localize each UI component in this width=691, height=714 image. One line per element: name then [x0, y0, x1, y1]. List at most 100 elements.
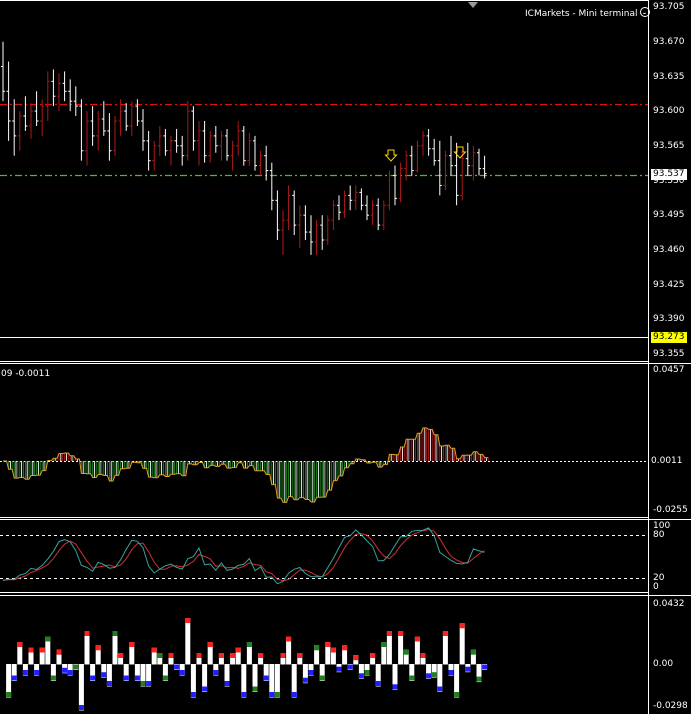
histogram-cap: [308, 670, 314, 675]
candle-bar: [34, 91, 39, 126]
candle-bar: [1, 41, 5, 102]
scroll-marker-icon[interactable]: [468, 2, 478, 8]
histogram-cap: [392, 684, 398, 690]
candle-bar: [398, 162, 403, 203]
candle-bar: [85, 111, 89, 166]
candle-bar: [213, 125, 218, 153]
histogram-cap: [34, 670, 40, 675]
candle-bar: [107, 113, 112, 161]
histogram-cap: [118, 653, 124, 658]
candle-bar: [57, 73, 61, 112]
price-label: 93.355: [653, 349, 685, 359]
candle-bar: [152, 140, 157, 171]
histogram-bar: [274, 664, 280, 698]
candle-bar: [29, 103, 33, 139]
histogram-bar: [291, 664, 297, 698]
candle-bar: [51, 69, 56, 107]
macd-header: 09 -0.0011: [1, 369, 51, 379]
histogram-cap: [442, 631, 448, 636]
candle-bar: [297, 205, 302, 248]
histogram-cap: [90, 675, 96, 681]
histogram-cap: [112, 631, 118, 636]
histogram-cap: [101, 672, 107, 678]
histogram-bar: [157, 653, 163, 665]
histogram-bar: [22, 664, 28, 676]
macd-pane[interactable]: [0, 427, 648, 503]
candle-bar: [141, 109, 145, 151]
candle-bar: [163, 128, 168, 156]
histogram-cap: [17, 642, 23, 647]
histogram-cap: [157, 653, 163, 658]
histogram-cap: [39, 647, 45, 653]
histogram-cap: [319, 675, 325, 681]
histogram-bar: [140, 664, 146, 687]
histogram-cap: [28, 647, 34, 653]
histogram-cap: [426, 673, 432, 679]
candle-bar: [342, 190, 347, 219]
candle-bar: [348, 185, 353, 211]
stochastic-pane[interactable]: [0, 527, 648, 585]
histogram-cap: [190, 692, 196, 697]
stoch-label-0: 0: [653, 582, 659, 592]
price-label: 93.495: [653, 210, 685, 220]
candle-bar: [253, 135, 257, 171]
histogram-cap: [269, 692, 275, 697]
histogram-cap: [274, 692, 280, 697]
histogram-bar: [67, 664, 73, 676]
histogram-bar: [11, 664, 17, 681]
histogram-cap: [151, 647, 157, 653]
histogram-bar: [84, 631, 90, 665]
macd-histogram: [8, 427, 489, 503]
price-label: 93.670: [653, 37, 685, 47]
histogram-cap: [230, 653, 236, 658]
histogram-cap: [140, 681, 146, 686]
histogram-bar: [56, 649, 62, 665]
histogram-cap: [286, 636, 292, 642]
down-arrow-marker-2[interactable]: [453, 146, 467, 159]
histogram-pane[interactable]: [6, 618, 488, 711]
histogram-cap: [437, 686, 443, 692]
histogram-bar: [370, 653, 376, 665]
stoch-label-80: 80: [653, 530, 665, 540]
candle-bar: [219, 130, 224, 161]
histogram-bar: [123, 664, 129, 681]
histogram-bar: [454, 664, 460, 698]
candle-bar: [236, 121, 241, 156]
histogram-cap: [280, 653, 286, 658]
price-label: 93.460: [653, 245, 685, 255]
candle-bar: [376, 198, 381, 231]
histogram-cap: [134, 675, 140, 681]
candle-bar: [169, 135, 173, 166]
candle-bar: [443, 150, 448, 191]
histogram-bar: [470, 649, 476, 665]
histogram-bar: [409, 664, 415, 681]
candle-bar: [62, 71, 67, 102]
histogram-cap: [336, 666, 342, 672]
histogram-bar: [34, 664, 40, 676]
price-pane[interactable]: [0, 41, 648, 255]
histogram-bar: [28, 647, 34, 665]
histogram-cap: [50, 675, 56, 681]
candle-bar: [454, 142, 459, 206]
histogram-cap: [179, 670, 185, 675]
smiley-face-icon[interactable]: [640, 7, 651, 17]
histogram-cap: [106, 681, 112, 686]
candle-bar: [23, 96, 28, 131]
histogram-cap: [45, 636, 51, 642]
candle-bar: [365, 195, 369, 221]
candle-bar: [387, 170, 392, 211]
histogram-cap: [246, 642, 252, 647]
histogram-bar: [392, 664, 398, 690]
histogram-cap: [168, 653, 174, 658]
candle-bar: [129, 101, 134, 136]
histogram-bar: [134, 664, 140, 681]
stoch-main-line: [2, 527, 485, 585]
histogram-cap: [403, 649, 409, 655]
candle-bar: [202, 121, 207, 163]
down-arrow-marker-1[interactable]: [384, 149, 398, 162]
candle-bar: [409, 145, 414, 176]
candle-bar: [309, 215, 313, 255]
histogram-cap: [370, 653, 376, 658]
histogram-cap: [213, 670, 219, 675]
histogram-cap: [297, 653, 303, 658]
